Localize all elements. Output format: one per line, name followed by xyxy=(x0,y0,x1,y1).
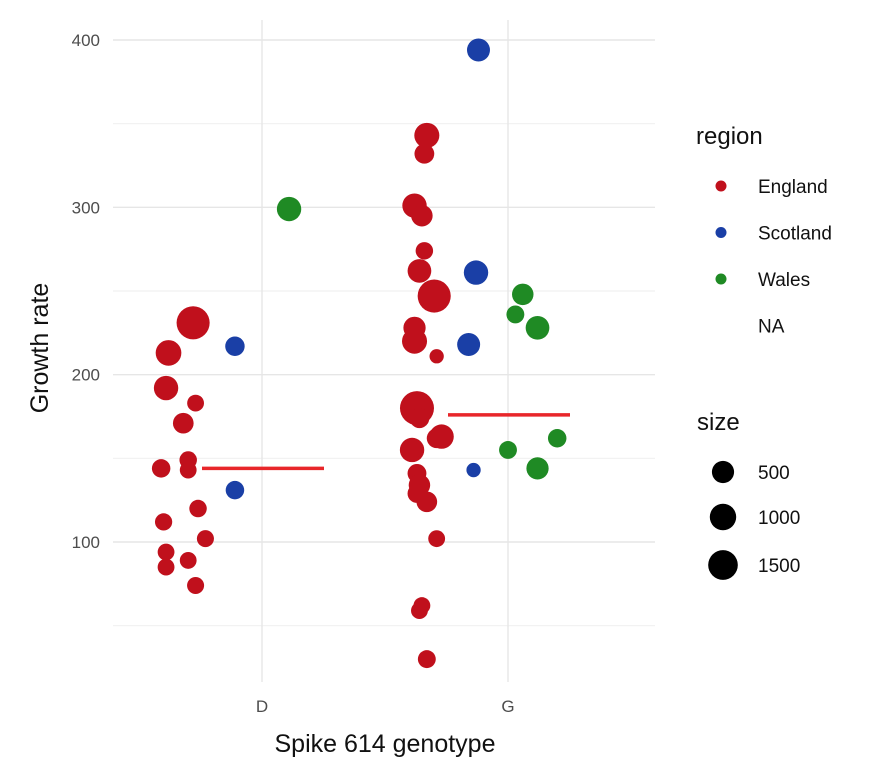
y-tick-label: 200 xyxy=(72,366,100,385)
y-tick-label: 400 xyxy=(72,31,100,50)
data-points xyxy=(151,38,567,669)
legend-label-scotland: Scotland xyxy=(758,224,832,245)
size-label-1500: 1500 xyxy=(758,556,800,577)
data-point-england xyxy=(189,499,207,518)
data-point-wales xyxy=(276,196,302,222)
data-point-wales xyxy=(499,441,517,459)
data-point-england xyxy=(179,551,197,569)
mean-lines xyxy=(202,413,570,471)
data-point-england xyxy=(153,375,179,401)
data-point-england xyxy=(196,530,214,548)
data-point-scotland xyxy=(466,462,481,478)
legend-key-wales xyxy=(715,273,727,285)
size-label-500: 500 xyxy=(758,463,790,484)
data-point-scotland xyxy=(225,336,245,356)
data-point-england xyxy=(429,349,444,364)
x-axis-title: Spike 614 genotype xyxy=(274,730,495,758)
data-point-england xyxy=(411,204,433,227)
y-axis-title: Growth rate xyxy=(26,283,54,414)
y-tick-label: 300 xyxy=(72,198,100,217)
data-point-england xyxy=(414,122,440,148)
data-point-england xyxy=(416,491,438,513)
data-point-england xyxy=(176,306,210,340)
data-point-england xyxy=(414,143,435,164)
data-point-wales xyxy=(526,457,549,480)
data-point-england xyxy=(154,513,173,531)
size-key-1000 xyxy=(709,503,737,531)
data-point-scotland xyxy=(466,38,490,62)
region-legend: region England Scotland Wales NA xyxy=(696,123,832,338)
data-point-england xyxy=(415,242,434,260)
legend-label-wales: Wales xyxy=(758,270,810,291)
data-point-england xyxy=(409,408,430,429)
data-point-england xyxy=(428,530,446,548)
data-point-scotland xyxy=(225,480,245,500)
data-point-wales xyxy=(506,305,525,324)
size-legend-title: size xyxy=(697,409,740,436)
region-legend-title: region xyxy=(696,123,763,150)
data-point-england xyxy=(179,461,197,479)
data-point-england xyxy=(407,259,432,283)
data-point-england xyxy=(417,279,451,313)
size-key-1500 xyxy=(708,550,738,580)
y-axis-ticks: 100 200 300 400 xyxy=(72,31,100,552)
data-point-england xyxy=(426,428,447,449)
data-point-england xyxy=(411,602,428,620)
size-label-1000: 1000 xyxy=(758,508,800,529)
data-point-wales xyxy=(525,315,550,340)
legend-key-england xyxy=(715,180,727,192)
data-point-england xyxy=(399,437,425,463)
data-point-england xyxy=(172,412,194,434)
legend-label-england: England xyxy=(758,177,828,198)
size-key-500 xyxy=(711,460,735,484)
data-point-england xyxy=(187,576,205,595)
legend-key-scotland xyxy=(715,227,727,238)
data-point-england xyxy=(157,558,175,576)
data-point-scotland xyxy=(463,260,489,285)
data-point-england xyxy=(151,459,171,478)
data-point-england xyxy=(157,543,175,561)
data-point-wales xyxy=(512,283,534,306)
x-tick-label: G xyxy=(501,697,514,716)
data-point-england xyxy=(155,340,182,366)
y-tick-label: 100 xyxy=(72,533,100,552)
plot-grid xyxy=(113,20,655,682)
data-point-england xyxy=(187,394,204,412)
data-point-england xyxy=(417,650,436,669)
x-tick-label: D xyxy=(256,697,268,716)
data-point-wales xyxy=(547,429,567,448)
data-point-scotland xyxy=(457,333,481,357)
legend-label-na: NA xyxy=(758,317,785,338)
data-point-england xyxy=(401,328,428,354)
size-legend: size 500 1000 1500 xyxy=(697,409,800,580)
